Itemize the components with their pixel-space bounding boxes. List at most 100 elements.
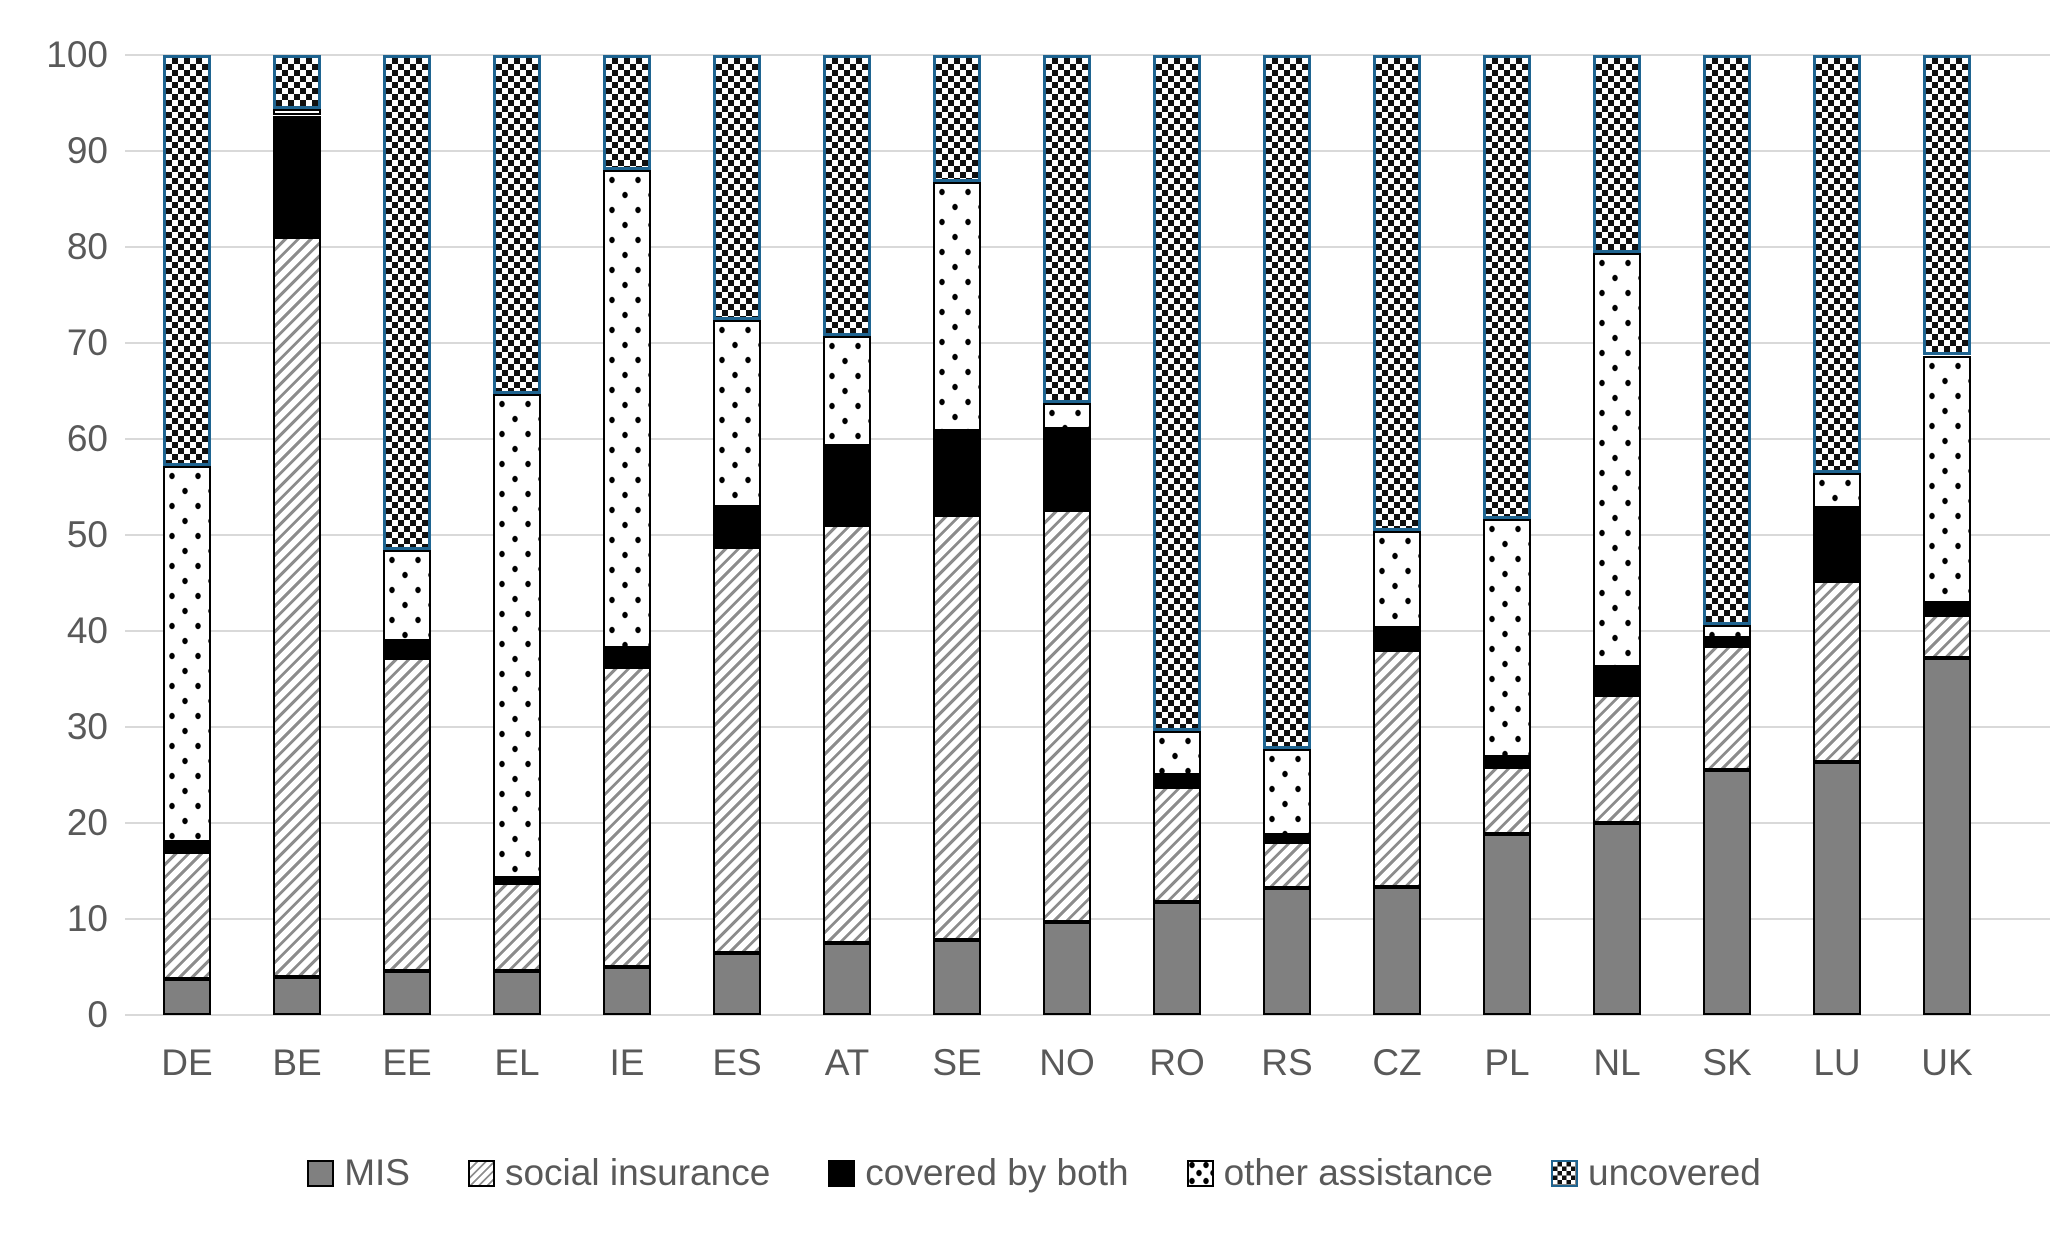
bar-segment-ES-other-assistance — [713, 319, 761, 508]
bar-RO — [1153, 55, 1201, 1015]
bar-segment-ES-covered-by-both — [713, 507, 761, 547]
bar-segment-NL-other-assistance — [1593, 252, 1641, 667]
bar-segment-UK-other-assistance — [1923, 355, 1971, 604]
bar-segment-UK-uncovered — [1923, 55, 1971, 356]
legend-item-MIS: MIS — [307, 1152, 410, 1194]
bar-segment-PL-uncovered — [1483, 55, 1531, 519]
bar-DE — [163, 55, 211, 1015]
y-tick-label-50: 50 — [66, 514, 108, 555]
bar-segment-BE-social-insurance — [273, 237, 321, 977]
bar-segment-NO-MIS — [1043, 921, 1091, 1015]
legend-label-covered-by-both: covered by both — [865, 1152, 1129, 1193]
bar-segment-IE-covered-by-both — [603, 648, 651, 668]
bar-segment-BE-other-assistance — [273, 108, 321, 116]
bar-segment-UK-social-insurance — [1923, 614, 1971, 658]
bar-segment-RS-MIS — [1263, 888, 1311, 1015]
bar-segment-RO-uncovered — [1153, 55, 1201, 731]
x-category-label-BE: BE — [272, 1042, 322, 1083]
y-tick-label-90: 90 — [66, 130, 108, 171]
bar-BE — [273, 55, 321, 1015]
legend-item-social-insurance: social insurance — [467, 1152, 770, 1194]
bar-segment-NO-covered-by-both — [1043, 429, 1091, 511]
bar-segment-CZ-uncovered — [1373, 55, 1421, 532]
x-category-label-UK: UK — [1921, 1042, 1973, 1083]
bar-SK — [1703, 55, 1751, 1015]
bar-segment-EL-covered-by-both — [493, 877, 541, 884]
bar-NL — [1593, 55, 1641, 1015]
bar-segment-SK-covered-by-both — [1703, 637, 1751, 647]
x-category-label-ES: ES — [712, 1042, 762, 1083]
bar-AT — [823, 55, 871, 1015]
bar-segment-SE-covered-by-both — [933, 431, 981, 515]
legend-swatch-uncovered — [1551, 1159, 1579, 1187]
bar-RS — [1263, 55, 1311, 1015]
bar-segment-EE-other-assistance — [383, 550, 431, 641]
legend-item-other-assistance: other assistance — [1186, 1152, 1493, 1194]
bar-segment-BE-covered-by-both — [273, 115, 321, 238]
bar-segment-BE-uncovered — [273, 55, 321, 109]
bar-segment-NL-covered-by-both — [1593, 666, 1641, 696]
bar-segment-SE-social-insurance — [933, 514, 981, 941]
bar-segment-NL-social-insurance — [1593, 695, 1641, 823]
bar-segment-IE-social-insurance — [603, 667, 651, 967]
bar-segment-DE-MIS — [163, 979, 211, 1015]
bar-segment-AT-uncovered — [823, 55, 871, 337]
bar-segment-NO-other-assistance — [1043, 402, 1091, 430]
y-tick-label-60: 60 — [66, 418, 108, 459]
bar-ES — [713, 55, 761, 1015]
legend-label-uncovered: uncovered — [1588, 1152, 1761, 1193]
bar-segment-RS-other-assistance — [1263, 749, 1311, 835]
bar-segment-LU-MIS — [1813, 761, 1861, 1015]
bar-segment-SE-MIS — [933, 940, 981, 1015]
bar-segment-RS-covered-by-both — [1263, 834, 1311, 843]
bar-segment-UK-covered-by-both — [1923, 603, 1971, 615]
y-tick-label-100: 100 — [46, 34, 108, 75]
bar-segment-RS-uncovered — [1263, 55, 1311, 750]
bar-segment-RO-social-insurance — [1153, 786, 1201, 902]
bar-IE — [603, 55, 651, 1015]
bar-segment-EE-MIS — [383, 970, 431, 1015]
bar-segment-CZ-other-assistance — [1373, 531, 1421, 629]
bar-segment-EL-MIS — [493, 970, 541, 1015]
bar-segment-NL-MIS — [1593, 823, 1641, 1015]
y-tick-label-20: 20 — [66, 802, 108, 843]
bar-segment-AT-MIS — [823, 943, 871, 1015]
bar-segment-SK-MIS — [1703, 770, 1751, 1015]
bar-segment-IE-uncovered — [603, 55, 651, 171]
bar-segment-SE-other-assistance — [933, 181, 981, 432]
bar-segment-SE-uncovered — [933, 55, 981, 182]
bar-segment-NO-uncovered — [1043, 55, 1091, 403]
plot-area — [125, 54, 2050, 1016]
bar-LU — [1813, 55, 1861, 1015]
bar-UK — [1923, 55, 1971, 1015]
bar-EE — [383, 55, 431, 1015]
bar-segment-CZ-MIS — [1373, 887, 1421, 1015]
bar-segment-DE-covered-by-both — [163, 842, 211, 852]
bar-EL — [493, 55, 541, 1015]
bar-segment-PL-social-insurance — [1483, 767, 1531, 834]
gridline-100 — [125, 54, 2050, 56]
x-category-label-DE: DE — [161, 1042, 213, 1083]
bar-segment-DE-other-assistance — [163, 465, 211, 843]
y-tick-label-80: 80 — [66, 226, 108, 267]
bar-segment-LU-social-insurance — [1813, 581, 1861, 762]
bar-segment-AT-covered-by-both — [823, 445, 871, 526]
legend-swatch-MIS — [307, 1159, 335, 1187]
bar-segment-NO-social-insurance — [1043, 510, 1091, 922]
x-category-label-RS: RS — [1261, 1042, 1313, 1083]
bar-segment-LU-covered-by-both — [1813, 508, 1861, 582]
bar-segment-AT-social-insurance — [823, 525, 871, 943]
bar-segment-EL-social-insurance — [493, 883, 541, 971]
x-category-label-RO: RO — [1149, 1042, 1205, 1083]
bar-segment-IE-other-assistance — [603, 170, 651, 649]
legend-label-MIS: MIS — [344, 1152, 410, 1193]
bar-segment-ES-MIS — [713, 952, 761, 1015]
bar-segment-ES-uncovered — [713, 55, 761, 320]
bar-SE — [933, 55, 981, 1015]
bar-segment-PL-MIS — [1483, 833, 1531, 1015]
y-tick-label-10: 10 — [66, 898, 108, 939]
bar-segment-PL-other-assistance — [1483, 518, 1531, 757]
bar-segment-LU-other-assistance — [1813, 472, 1861, 509]
bar-segment-DE-social-insurance — [163, 851, 211, 980]
